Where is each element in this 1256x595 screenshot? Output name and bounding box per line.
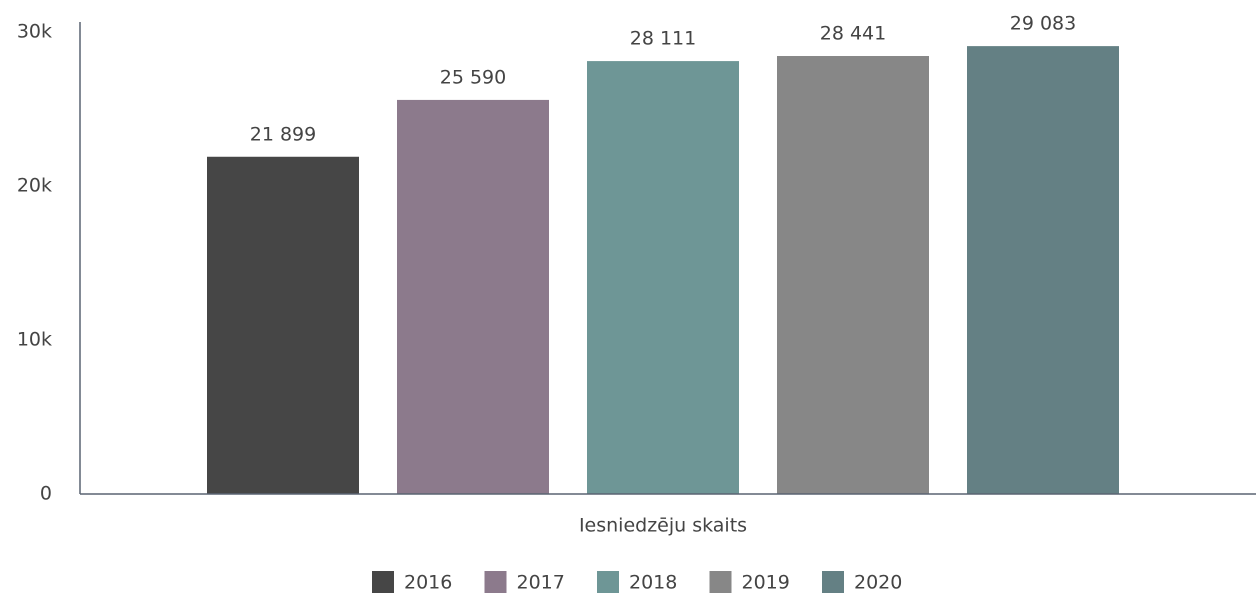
data-label: 29 083 xyxy=(1010,13,1076,35)
data-label: 21 899 xyxy=(250,123,316,145)
legend-swatch xyxy=(709,571,732,593)
legend-swatch xyxy=(484,571,507,593)
data-label: 28 111 xyxy=(630,28,696,50)
legend-label: 2018 xyxy=(629,572,677,594)
y-tick-label: 30k xyxy=(17,21,52,43)
bar xyxy=(587,61,739,494)
legend-swatch xyxy=(597,571,619,593)
bar xyxy=(397,99,549,494)
bar xyxy=(777,56,929,494)
y-tick-label: 20k xyxy=(17,175,52,197)
data-label: 25 590 xyxy=(440,66,506,88)
legend-label: 2019 xyxy=(742,572,790,594)
legend-label: 2017 xyxy=(517,572,565,594)
y-tick-label: 0 xyxy=(40,483,52,505)
legend-swatch xyxy=(822,571,844,593)
legend-label: 2016 xyxy=(404,572,452,594)
legend-label: 2020 xyxy=(854,572,902,594)
bar xyxy=(967,46,1119,495)
y-tick-label: 10k xyxy=(17,329,52,351)
bar xyxy=(207,156,359,494)
legend-swatch xyxy=(372,571,394,593)
data-label: 28 441 xyxy=(820,23,886,45)
x-tick-label: Iesniedzēju skaits xyxy=(579,515,747,537)
